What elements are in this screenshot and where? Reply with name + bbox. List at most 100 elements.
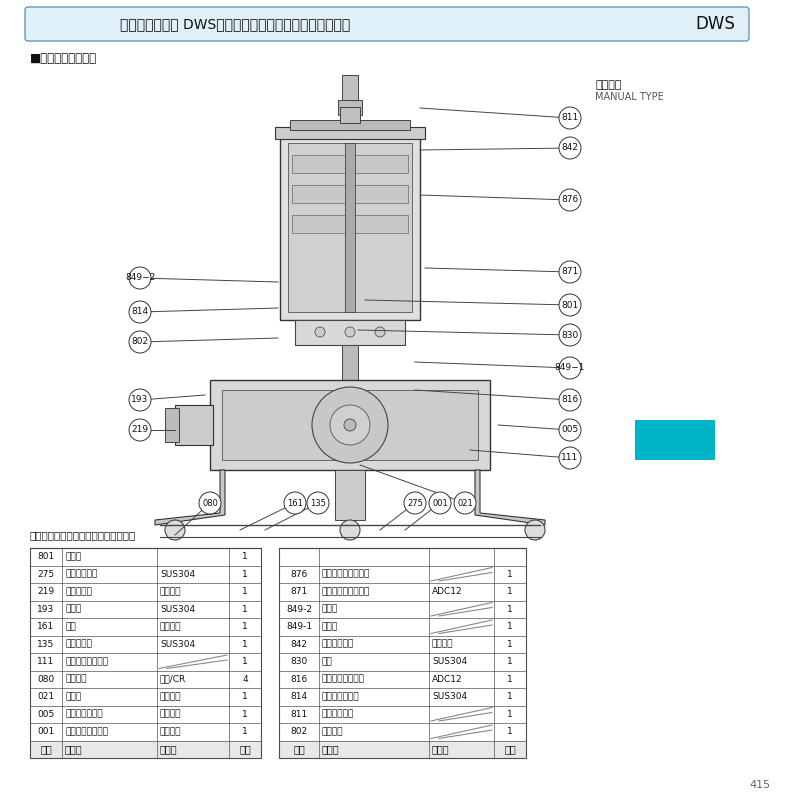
Polygon shape [475,470,545,525]
Text: SUS304: SUS304 [160,640,195,649]
Text: 161: 161 [38,622,54,631]
Bar [279,706,526,723]
Circle shape [344,419,356,431]
Text: 1: 1 [507,640,513,649]
Text: SUS304: SUS304 [160,605,195,614]
Bar [288,143,412,312]
Text: 1: 1 [507,605,513,614]
Text: 876: 876 [562,195,578,205]
Text: 1: 1 [507,570,513,578]
Text: ADC12: ADC12 [432,587,462,596]
Text: SUS304: SUS304 [160,570,195,578]
Text: 1: 1 [507,658,513,666]
Text: 005: 005 [562,426,578,434]
Bar [279,653,526,670]
Bar [280,135,420,320]
Text: メカニカルシール: メカニカルシール [65,658,108,666]
Text: 001: 001 [432,498,448,507]
Circle shape [454,492,476,514]
Text: 193: 193 [131,395,149,405]
Bar [292,215,408,233]
Text: 275: 275 [407,498,423,507]
Text: 注）主軸材料はポンプ側を示します。: 注）主軸材料はポンプ側を示します。 [30,530,136,540]
Bar [292,155,408,173]
Circle shape [284,492,306,514]
Circle shape [165,520,185,540]
Text: 080: 080 [202,498,218,507]
Text: 802: 802 [131,338,149,346]
Text: 水中ケーブル: 水中ケーブル [322,710,354,718]
Text: 801: 801 [38,552,54,562]
Text: 802: 802 [290,727,307,736]
Text: 161: 161 [287,498,303,507]
Bar [338,100,362,115]
Text: 005: 005 [38,710,54,718]
Text: 1: 1 [507,727,513,736]
Bar [30,670,261,688]
Circle shape [559,261,581,283]
Text: 849−2: 849−2 [125,274,155,282]
Text: 849−1: 849−1 [555,363,585,373]
Text: 非自動形: 非自動形 [595,80,622,90]
Bar [30,723,261,741]
Text: 材　料: 材 料 [432,744,450,754]
Bar [279,548,526,566]
Text: 玉軸受: 玉軸受 [322,622,338,631]
Circle shape [559,189,581,211]
Bar [30,601,261,618]
Text: 1: 1 [242,710,248,718]
Text: 合成樹脂: 合成樹脂 [160,622,182,631]
Text: 羽根車: 羽根車 [65,692,81,702]
Text: 負荷側ブラケット: 負荷側ブラケット [322,674,365,684]
Text: 811: 811 [290,710,308,718]
Text: 1: 1 [242,605,248,614]
Text: 1: 1 [242,727,248,736]
Circle shape [559,447,581,469]
Text: 876: 876 [290,570,308,578]
Text: 219: 219 [38,587,54,596]
FancyBboxPatch shape [25,7,749,41]
Text: 部品名: 部品名 [65,744,82,754]
Bar [342,345,358,380]
Text: 111: 111 [562,454,578,462]
Text: 電動機焼損防止装置: 電動機焼損防止装置 [322,570,370,578]
Bar [342,75,358,105]
Bar [290,120,410,130]
Text: 080: 080 [38,674,54,684]
Text: ステータ: ステータ [322,727,343,736]
Bar [279,601,526,618]
Text: DWS: DWS [695,15,735,33]
Bar [30,741,261,758]
Text: 1: 1 [507,692,513,702]
Text: 193: 193 [38,605,54,614]
Text: 注油栓: 注油栓 [65,605,81,614]
Bar [222,390,478,460]
Text: 871: 871 [562,267,578,277]
Bar [210,380,490,470]
Circle shape [330,405,370,445]
Text: ロータ: ロータ [65,552,81,562]
Circle shape [404,492,426,514]
Text: 【ダーウィン】 DWS型樹脂製汚水・雑排水用水中ポンプ: 【ダーウィン】 DWS型樹脂製汚水・雑排水用水中ポンプ [120,17,350,31]
Text: ポンプ脚: ポンプ脚 [65,674,86,684]
Text: 個数: 個数 [504,744,516,754]
Text: 水処理: 水処理 [665,444,685,454]
Circle shape [429,492,451,514]
Text: 814: 814 [131,307,149,317]
Bar [279,670,526,688]
Text: 主軸: 主軸 [322,658,333,666]
Bar [279,566,526,583]
Circle shape [559,389,581,411]
Circle shape [199,492,221,514]
Text: 219: 219 [131,426,149,434]
Text: ゴム/CR: ゴム/CR [160,674,186,684]
Text: 1: 1 [242,570,248,578]
Text: 1: 1 [242,658,248,666]
Text: SUS304: SUS304 [432,692,467,702]
Text: 816: 816 [290,674,308,684]
Text: 合成樹脂: 合成樹脂 [160,587,182,596]
Bar [635,420,715,460]
Bar [279,583,526,601]
Text: 4: 4 [242,674,248,684]
Circle shape [559,294,581,316]
